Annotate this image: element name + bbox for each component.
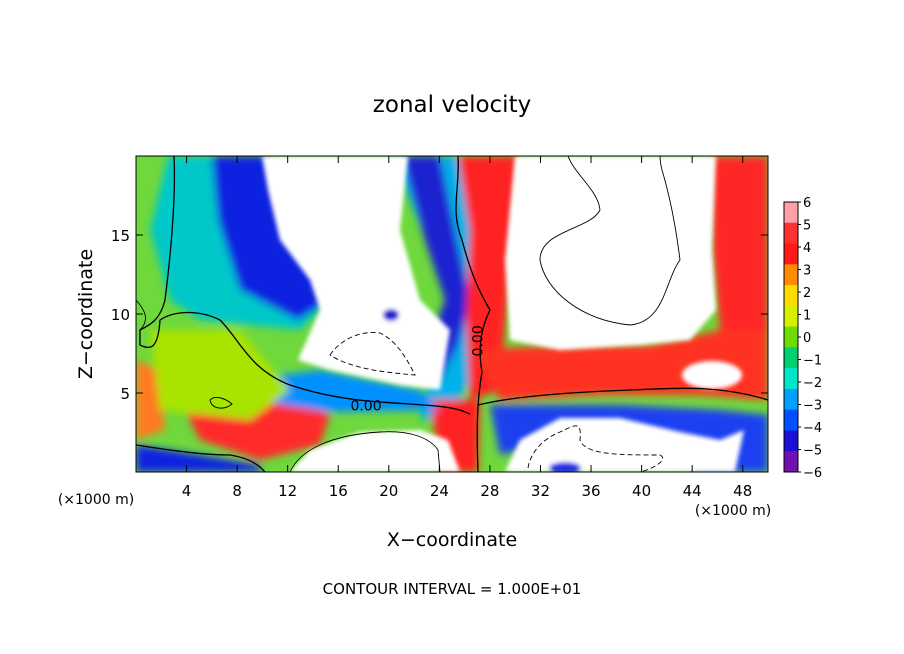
colorbar-swatch [784, 222, 798, 245]
x-tick-label: 12 [278, 482, 297, 500]
colorbar-swatch [784, 368, 798, 390]
contour-interval-note: CONTOUR INTERVAL = 1.000E+01 [323, 580, 582, 598]
contour-label: 0.00 [350, 399, 381, 415]
x-tick-label: 28 [480, 482, 499, 500]
colorbar-tick-label: −4 [803, 421, 822, 436]
white-region-right-oval [682, 361, 742, 389]
neg-blob-center [383, 309, 399, 321]
colorbar: 6 5 4 3 2 1 0 −1 −2 −3 −4 −5 −6 [783, 196, 822, 481]
pos-column-right [458, 156, 520, 400]
colorbar-swatch [784, 409, 798, 431]
colorbar-tick-label: 1 [803, 309, 811, 324]
neg-band-bottom-left [136, 445, 260, 472]
y-tick-label: 10 [111, 306, 130, 324]
contour-lines [136, 156, 768, 472]
zero-contour-center-vertical [455, 156, 491, 472]
contour-label-text: 0.00 [470, 325, 486, 356]
x-tick-label: 16 [329, 482, 348, 500]
contour-label-group: 0.00 0.00 [350, 325, 486, 414]
contour-left-edge-loop [136, 299, 146, 331]
colorbar-tick-label: 0 [803, 331, 811, 346]
x-tick-label: 32 [531, 482, 550, 500]
contour-small-blob [209, 397, 233, 409]
colorbar-swatch [784, 388, 798, 411]
weak-positive-region [150, 330, 290, 420]
zero-contour-lower-right [477, 387, 768, 406]
x-tick-label: 40 [632, 482, 651, 500]
contour-bottom-center-arc [289, 431, 441, 472]
colorbar-swatch [784, 305, 798, 328]
y-axis: 5 10 15 [111, 227, 768, 403]
colorbar-swatch [784, 347, 798, 369]
zero-contour-lower-left [136, 444, 266, 472]
white-region-lower-right [505, 418, 744, 472]
x-tick-label: 8 [232, 482, 242, 500]
colorbar-tick-label: −6 [803, 466, 822, 481]
colorbar-tick-label: −2 [803, 376, 822, 391]
x-tick-label: 4 [182, 482, 192, 500]
neg-core-center [402, 156, 470, 380]
y-axis-label: Z−coordinate [75, 249, 97, 379]
y-tick-label: 15 [111, 227, 130, 245]
colorbar-tick-label: −1 [803, 354, 822, 369]
colorbar-swatch [784, 430, 798, 452]
x-tick-label: 48 [733, 482, 752, 500]
negative-contour-lower-right [527, 425, 663, 472]
zero-contour-left-column [139, 156, 471, 415]
x-axis-label: X−coordinate [387, 529, 517, 551]
x-tick-label: 24 [430, 482, 449, 500]
colorbar-tick-label: −3 [803, 399, 822, 414]
white-region-lower-center [290, 430, 460, 472]
velocity-field: 0.00 0.00 [136, 156, 768, 472]
white-out-of-range-layer [262, 156, 744, 472]
x-tick-label: 36 [581, 482, 600, 500]
white-region-upper-right [505, 156, 716, 350]
x-unit-left: (×1000 m) [58, 492, 134, 508]
neg-band-above-bottom [240, 370, 440, 412]
contour-upper-right-loop [539, 156, 681, 326]
x-axis: 4 8 12 16 20 24 28 32 36 40 44 48 [182, 156, 752, 500]
white-region-upper-center [262, 156, 450, 390]
x-tick-label: 20 [379, 482, 398, 500]
colorbar-swatch [784, 451, 798, 473]
colorbar-swatch [784, 264, 798, 286]
colorbar-tick-label: 5 [803, 219, 811, 234]
pos-column-far-right [710, 156, 768, 360]
colorbar-swatch [784, 202, 798, 224]
colorbar-tick-label: 6 [803, 196, 811, 211]
y-tick-label: 5 [120, 385, 130, 403]
negative-contour-upper-center [329, 332, 416, 376]
x-unit-right: (×1000 m) [695, 503, 771, 519]
colorbar-swatch [784, 285, 798, 307]
negative-contours [329, 332, 663, 472]
colorbar-swatch [784, 243, 798, 265]
contour-label: 0.00 [470, 325, 486, 356]
color-fill-layer [136, 156, 768, 472]
colorbar-tick-label: 3 [803, 264, 811, 279]
x-tick-label: 44 [683, 482, 702, 500]
colorbar-tick-label: 2 [803, 286, 811, 301]
neg-blob-bottom [549, 462, 581, 472]
chart-title: zonal velocity [373, 92, 531, 118]
colorbar-tick-label: 4 [803, 241, 811, 256]
neg-core-upper-left [212, 156, 330, 320]
colorbar-tick-label: −5 [803, 444, 822, 459]
colorbar-swatch [784, 326, 798, 348]
